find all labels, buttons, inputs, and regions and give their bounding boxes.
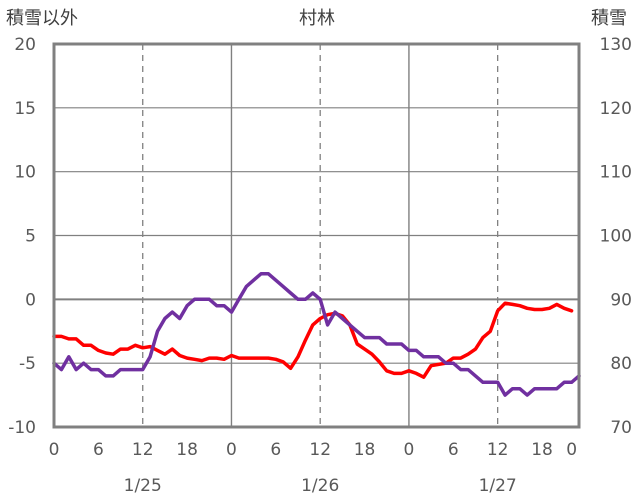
- y-right-tick-label: 130: [600, 35, 632, 55]
- date-label: 1/27: [479, 476, 517, 496]
- plot-area-frame: [52, 42, 581, 429]
- x-tick-label: 0: [49, 440, 60, 460]
- x-tick-label: 6: [93, 440, 104, 460]
- y-right-tick-label: 90: [610, 290, 632, 310]
- series-group: [52, 272, 581, 397]
- y-left-tick-label: 5: [25, 227, 36, 247]
- y-left-tick-label: 20: [14, 35, 36, 55]
- series-line-2: [52, 272, 581, 397]
- x-tick-label: 6: [448, 440, 459, 460]
- x-tick-label: 12: [132, 440, 154, 460]
- y-left-tick-label: 0: [25, 290, 36, 310]
- x-tick-label: 6: [270, 440, 281, 460]
- y-right-tick-label: 110: [600, 163, 632, 183]
- x-tick-label: 0: [226, 440, 237, 460]
- x-tick-label: 12: [487, 440, 509, 460]
- date-label: 1/26: [301, 476, 339, 496]
- x-tick-label: 18: [176, 440, 198, 460]
- series-line-1: [52, 301, 574, 379]
- right-axis-title: 積雪: [591, 8, 627, 29]
- date-label: 1/25: [124, 476, 162, 496]
- y-left-tick-label: 10: [14, 163, 36, 183]
- x-tick-label: 12: [309, 440, 331, 460]
- x-tick-label: 18: [531, 440, 553, 460]
- x-tick-label: 0: [566, 440, 577, 460]
- chart-title: 村林: [299, 8, 335, 29]
- y-right-tick-label: 100: [600, 227, 632, 247]
- x-tick-label: 18: [354, 440, 376, 460]
- y-right-tick-label: 120: [600, 99, 632, 119]
- left-axis-title: 積雪以外: [6, 8, 78, 29]
- y-left-tick-label: 15: [14, 99, 36, 119]
- grid-lines: [54, 44, 579, 427]
- y-left-tick-label: -10: [8, 418, 36, 438]
- y-right-tick-label: 70: [610, 418, 632, 438]
- y-left-tick-label: -5: [19, 354, 36, 374]
- y-right-tick-label: 80: [610, 354, 632, 374]
- x-tick-label: 0: [404, 440, 415, 460]
